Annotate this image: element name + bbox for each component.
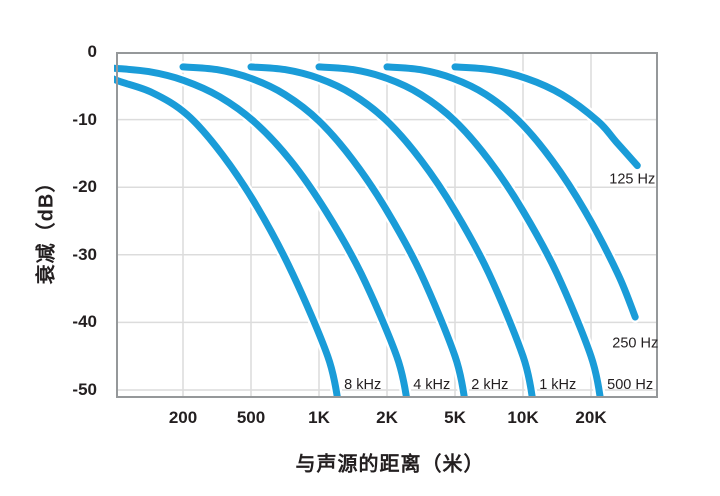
curve-125-hz — [451, 63, 641, 170]
y-tick--10: -10 — [72, 109, 97, 129]
curve-4-khz-label: 4 kHz — [413, 377, 451, 393]
curve-500-hz-label: 500 Hz — [607, 377, 654, 393]
curve-4-khz — [114, 64, 411, 398]
x-tick-2K: 2K — [376, 408, 398, 427]
curve-8-khz-label: 8 kHz — [344, 377, 382, 393]
plot-border — [116, 52, 658, 398]
y-tick--30: -30 — [72, 244, 97, 264]
curve-250-hz-label: 250 Hz — [612, 335, 659, 352]
x-tick-10K: 10K — [507, 408, 539, 427]
curve-500-hz-halo — [313, 61, 607, 398]
x-axis-title: 与声源的距离（米） — [295, 453, 485, 476]
y-axis-title: 衰减（dB） — [35, 171, 58, 285]
x-tick-500: 500 — [236, 408, 266, 427]
curve-500-hz — [315, 63, 604, 398]
curve-1-khz-label: 1 kHz — [539, 377, 577, 393]
curve-4-khz-halo — [114, 62, 413, 398]
x-tick-1K: 1K — [308, 408, 330, 427]
curve-125-hz-label: 125 Hz — [609, 171, 656, 188]
x-tick-5K: 5K — [444, 408, 466, 427]
curve-8-khz-halo — [114, 72, 344, 398]
x-tick-200: 200 — [168, 408, 198, 427]
curve-1-khz — [247, 63, 536, 398]
y-tick--50: -50 — [72, 380, 97, 399]
curve-2-khz — [179, 63, 468, 398]
y-tick--20: -20 — [72, 177, 97, 197]
y-tick--40: -40 — [72, 312, 97, 332]
curve-8-khz — [114, 75, 342, 398]
y-tick-0: 0 — [87, 42, 97, 61]
curve-250-hz — [383, 63, 639, 321]
frequency-curves — [114, 61, 644, 398]
curve-2-khz-label: 2 kHz — [471, 377, 509, 393]
x-tick-20K: 20K — [575, 408, 607, 427]
